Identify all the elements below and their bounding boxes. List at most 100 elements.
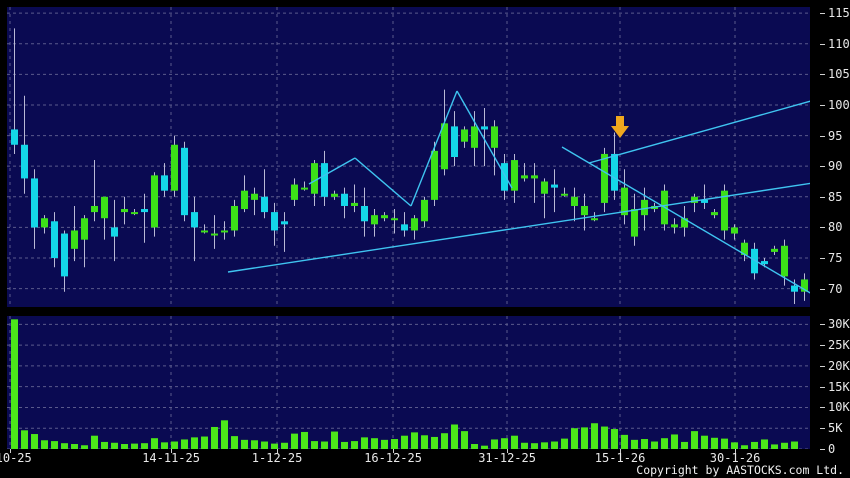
price-tick-label: 90 — [828, 159, 843, 174]
volume-bar — [281, 442, 288, 449]
date-tick — [393, 449, 394, 453]
volume-bar — [601, 426, 608, 449]
volume-bar — [51, 441, 58, 449]
volume-bar — [651, 441, 658, 449]
price-tick — [820, 104, 825, 106]
price-tick-label: 115 — [828, 6, 850, 21]
volume-bar — [91, 435, 98, 449]
volume-tick-label: 5K — [828, 421, 843, 436]
volume-bar — [701, 435, 708, 449]
volume-tick-label: 15K — [828, 379, 850, 394]
price-tick-label: 85 — [828, 189, 843, 204]
volume-bar — [541, 442, 548, 449]
volume-tick — [820, 407, 825, 409]
volume-chart-panel[interactable] — [7, 316, 810, 449]
volume-bar — [491, 439, 498, 449]
price-tick — [820, 74, 825, 76]
date-tick-label: 14-11-25 — [142, 451, 200, 465]
volume-bar — [391, 439, 398, 449]
price-tick — [820, 288, 825, 290]
volume-bar — [751, 441, 758, 449]
volume-chart-svg — [7, 316, 810, 449]
date-tick — [620, 449, 621, 453]
volume-bar — [531, 443, 538, 449]
volume-bar — [271, 443, 278, 449]
volume-bar — [41, 440, 48, 449]
price-tick-label: 110 — [828, 36, 850, 51]
price-tick-label: 75 — [828, 251, 843, 266]
volume-bar — [21, 430, 28, 449]
volume-bar — [481, 445, 488, 449]
volume-bar — [11, 319, 18, 449]
volume-bar — [81, 445, 88, 449]
volume-bar — [671, 434, 678, 449]
volume-series — [11, 319, 798, 449]
volume-bar — [301, 431, 308, 449]
volume-bar — [291, 433, 298, 449]
volume-bar — [521, 442, 528, 449]
volume-tick-label: 10K — [828, 400, 850, 415]
copyright-notice: Copyright by AASTOCKS.com Ltd. — [636, 463, 844, 477]
volume-bar — [561, 438, 568, 449]
volume-bar — [61, 443, 68, 449]
volume-bar — [591, 423, 598, 449]
volume-bar — [101, 441, 108, 449]
volume-tick — [820, 345, 825, 347]
volume-bar — [711, 437, 718, 449]
price-tick-label: 95 — [828, 128, 843, 143]
volume-bar — [381, 439, 388, 449]
volume-bar — [721, 438, 728, 449]
price-axis: 115 110 105 100 95 90 85 80 75 70 — [810, 0, 850, 478]
volume-bar — [761, 439, 768, 449]
descending-resistance-line — [561, 146, 810, 294]
volume-bar — [261, 441, 268, 449]
volume-tick-label: 20K — [828, 358, 850, 373]
date-tick-label: -10-25 — [0, 451, 32, 465]
volume-bar — [731, 442, 738, 449]
volume-tick — [820, 428, 825, 430]
volume-bar — [681, 441, 688, 449]
volume-bar — [111, 442, 118, 449]
pennant-upper-line — [308, 157, 356, 185]
date-tick — [171, 449, 172, 453]
volume-bar — [571, 428, 578, 449]
price-tick-label: 70 — [828, 281, 843, 296]
rising-channel-upper-line — [588, 100, 810, 164]
volume-tick — [820, 324, 825, 326]
price-tick — [820, 196, 825, 198]
volume-bar — [461, 431, 468, 449]
volume-bar — [251, 440, 258, 449]
peak-down-line — [456, 90, 513, 189]
volume-bar — [231, 436, 238, 449]
volume-bar — [401, 435, 408, 449]
volume-bar — [781, 442, 788, 449]
volume-bar — [31, 434, 38, 449]
price-tick — [820, 258, 825, 260]
volume-bar — [451, 424, 458, 449]
date-tick — [735, 449, 736, 453]
volume-bar — [191, 437, 198, 449]
date-tick-label: 31-12-25 — [478, 451, 536, 465]
price-tick — [820, 135, 825, 137]
volume-bar — [411, 432, 418, 449]
date-tick-label: 1-12-25 — [251, 451, 303, 465]
date-tick-label: 16-12-25 — [364, 451, 422, 465]
price-tick — [820, 227, 825, 229]
price-chart-panel[interactable] — [7, 7, 810, 307]
date-tick — [10, 449, 11, 453]
volume-bar — [371, 438, 378, 449]
volume-bar — [361, 437, 368, 449]
volume-tick — [820, 449, 825, 450]
volume-bar — [441, 433, 448, 449]
price-tick — [820, 13, 825, 15]
date-tick — [277, 449, 278, 453]
candlestick-series — [11, 28, 808, 304]
volume-bar — [171, 441, 178, 449]
price-tick-label: 80 — [828, 220, 843, 235]
volume-bar — [741, 445, 748, 449]
peak-up-line — [410, 90, 458, 207]
volume-bar — [791, 441, 798, 449]
volume-bar — [331, 431, 338, 449]
ascending-support-line — [227, 182, 810, 273]
